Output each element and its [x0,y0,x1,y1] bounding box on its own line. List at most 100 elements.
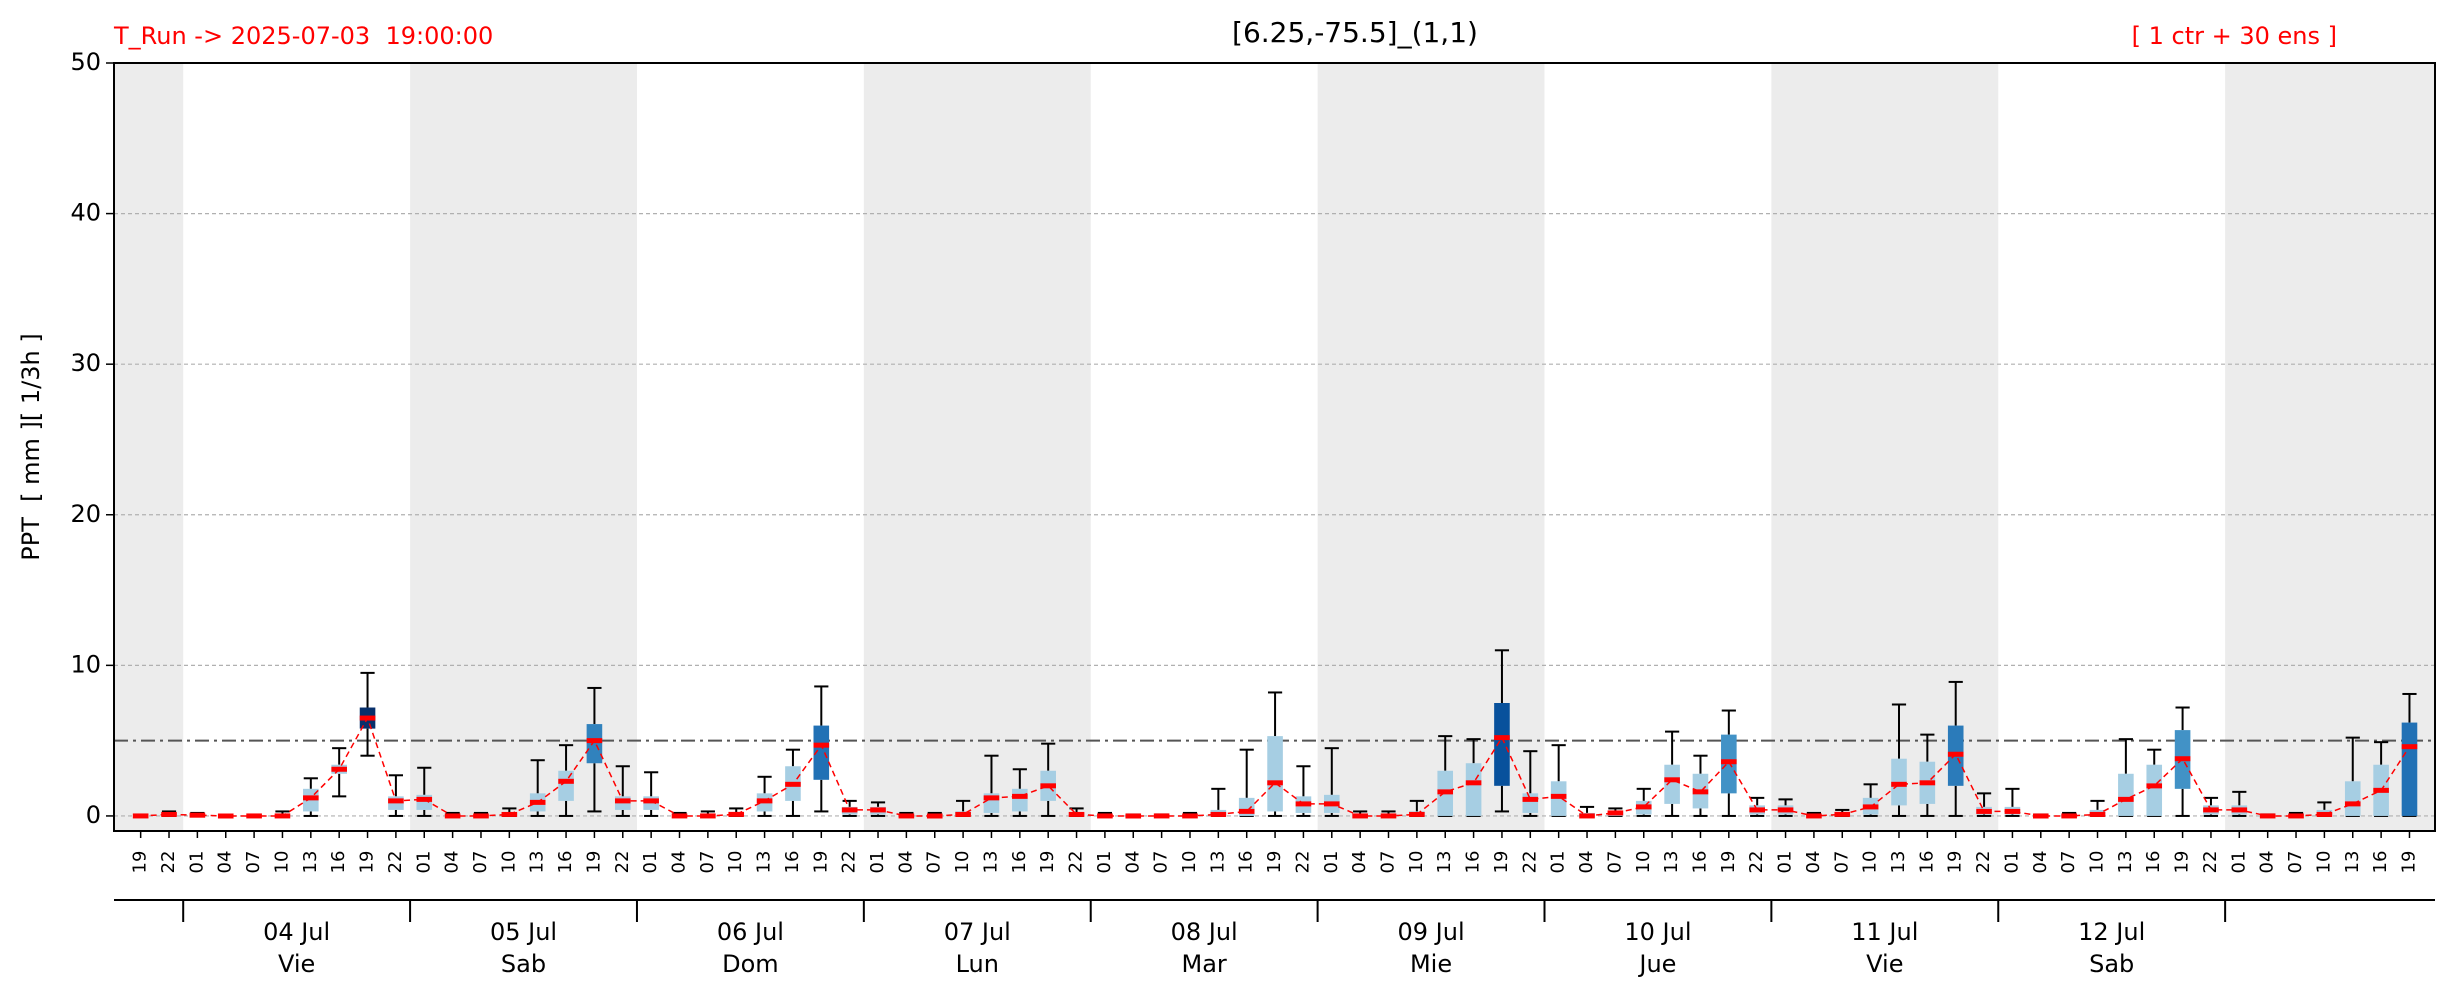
x-tick-label: 07 [1151,851,1172,874]
box [558,770,574,801]
x-tick-label: 10 [1633,851,1654,874]
x-tick-label: 13 [527,851,548,874]
box [2344,781,2361,816]
x-tick-label: 07 [1604,851,1625,874]
box [586,724,603,764]
x-tick-label: 13 [2115,851,2136,874]
night-band [1317,63,1545,831]
box [2146,764,2163,816]
x-tick-label: 19 [1945,851,1966,874]
day-weekday: Sab [501,950,546,978]
day-weekday: Mie [1410,950,1452,978]
median-line [140,716,2411,817]
x-tick-label: 10 [1179,851,1200,874]
x-tick-label: 04 [1122,851,1143,874]
day-weekday: Sab [2089,950,2134,978]
x-tick-label: 13 [1888,851,1909,874]
x-tick-label: 16 [1236,851,1257,874]
y-tick-label: 40 [70,199,101,227]
x-tick-label: 10 [725,851,746,874]
x-tick-label: 04 [1576,851,1597,874]
x-tick-label: 07 [470,851,491,874]
x-tick-label: 07 [1378,851,1399,874]
x-tick-label: 16 [1689,851,1710,874]
x-tick-label: 04 [895,851,916,874]
x-tick-label: 10 [498,851,519,874]
x-tick-label: 22 [1519,851,1540,874]
y-axis-label: PPT [ mm ][ 1/3h ] [17,333,45,560]
x-tick-label: 13 [980,851,1001,874]
x-tick-label: 19 [1264,851,1285,874]
day-weekday: Vie [278,950,315,978]
x-tick-label: 01 [1775,851,1796,874]
y-tick-label: 50 [70,48,101,76]
day-weekday: Dom [722,950,779,978]
x-tick-label: 04 [1803,851,1824,874]
x-tick-label: 16 [2370,851,2391,874]
x-tick-label: 19 [357,851,378,874]
night-band [1771,63,1999,831]
x-tick-label: 19 [1491,851,1512,874]
x-tick-label: 07 [243,851,264,874]
x-tick-label: 13 [2342,851,2363,874]
x-tick-label: 16 [555,851,576,874]
x-tick-label: 04 [669,851,690,874]
x-tick-label: 01 [867,851,888,874]
x-tick-label: 04 [2257,851,2278,874]
x-tick-label: 16 [2143,851,2164,874]
day-date: 09 Jul [1397,918,1464,946]
x-tick-label: 22 [1292,851,1313,874]
x-tick-label: 04 [442,851,463,874]
box [1012,788,1028,812]
night-band [410,63,637,831]
day-weekday: Lun [956,950,999,978]
x-tick-label: 13 [1434,851,1455,874]
x-tick-label: 19 [1037,851,1058,874]
x-tick-label: 19 [130,851,151,874]
x-tick-label: 07 [697,851,718,874]
x-tick-label: 22 [1973,851,1994,874]
night-band [863,63,1091,831]
x-tick-label: 01 [2228,851,2249,874]
x-tick-label: 16 [328,851,349,874]
box [1522,793,1539,813]
day-weekday: Jue [1637,950,1676,978]
x-tick-label: 13 [1661,851,1682,874]
x-tick-label: 16 [1009,851,1030,874]
night-band [114,63,184,831]
x-tick-label: 10 [1406,851,1427,874]
x-tick-label: 04 [2030,851,2051,874]
x-tick-label: 22 [612,851,633,874]
x-tick-label: 16 [1916,851,1937,874]
run-label: T_Run -> 2025-07-03 19:00:00 [113,22,493,50]
x-tick-label: 16 [782,851,803,874]
x-tick-label: 16 [1463,851,1484,874]
day-date: 04 Jul [263,918,330,946]
x-tick-label: 13 [300,851,321,874]
x-tick-label: 01 [1548,851,1569,874]
x-tick-label: 13 [754,851,775,874]
box [2118,773,2134,816]
x-tick-label: 19 [2398,851,2419,874]
y-tick-label: 0 [86,801,101,829]
x-tick-label: 07 [924,851,945,874]
x-tick-label: 10 [2087,851,2108,874]
x-tick-label: 07 [1831,851,1852,874]
box [1664,764,1680,804]
day-date: 06 Jul [717,918,784,946]
box [1465,763,1482,816]
box [2401,722,2418,816]
day-date: 11 Jul [1851,918,1918,946]
x-tick-label: 07 [2058,851,2079,874]
box [1267,736,1283,812]
day-weekday: Mar [1182,950,1227,978]
x-tick-label: 04 [215,851,236,874]
x-tick-label: 10 [1860,851,1881,874]
x-tick-label: 01 [186,851,207,874]
box [813,725,830,780]
day-date: 05 Jul [490,918,557,946]
x-tick-label: 13 [1207,851,1228,874]
x-tick-label: 22 [1066,851,1087,874]
x-tick-label: 01 [1094,851,1115,874]
